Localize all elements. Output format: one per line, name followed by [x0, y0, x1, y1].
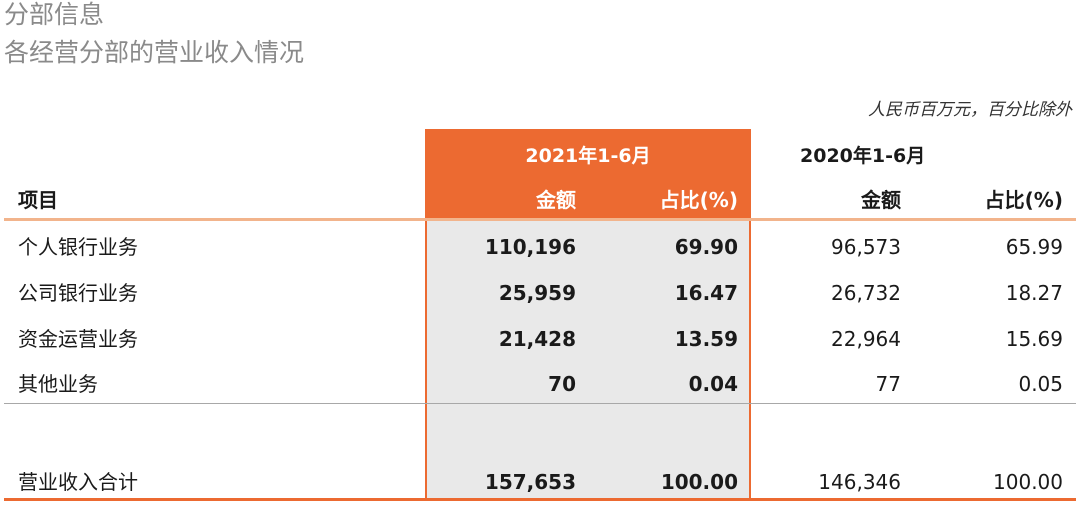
row-amount-2021: 110,196	[484, 235, 576, 259]
total-amount-2020: 146,346	[818, 470, 901, 494]
column-header-amount-2021: 金额	[536, 188, 576, 212]
total-pct-2021: 100.00	[660, 470, 738, 494]
row-pct-2020: 18.27	[1005, 281, 1063, 305]
header-divider	[4, 218, 1076, 221]
row-item-label: 个人银行业务	[18, 235, 138, 259]
row-pct-2020: 65.99	[1005, 235, 1063, 259]
row-amount-2021: 21,428	[498, 327, 576, 351]
row-pct-2021: 69.90	[674, 235, 738, 259]
section-subtitle: 各经营分部的营业收入情况	[4, 38, 305, 67]
row-pct-2021: 13.59	[674, 327, 738, 351]
column-header-pct-2020: 占比(%)	[984, 188, 1063, 212]
row-pct-2020: 15.69	[1005, 327, 1063, 351]
row-item-label: 其他业务	[18, 372, 98, 396]
period-header-2020: 2020年1-6月	[800, 145, 926, 167]
section-title: 分部信息	[4, 0, 105, 29]
bottom-divider	[4, 498, 1076, 501]
row-item-label: 公司银行业务	[18, 281, 138, 305]
row-pct-2021: 0.04	[688, 372, 738, 396]
row-pct-2021: 16.47	[674, 281, 738, 305]
row-amount-2021: 25,959	[498, 281, 576, 305]
column-header-pct-2021: 占比(%)	[659, 188, 738, 212]
row-amount-2020: 96,573	[831, 235, 901, 259]
column-header-amount-2020: 金额	[861, 188, 901, 212]
row-amount-2020: 22,964	[831, 327, 901, 351]
highlight-column-body	[425, 218, 751, 498]
total-item-label: 营业收入合计	[18, 470, 138, 494]
unit-note: 人民币百万元，百分比除外	[868, 100, 1072, 120]
row-amount-2020: 77	[875, 372, 901, 396]
subtotal-divider	[4, 403, 1076, 404]
column-header-item: 项目	[18, 188, 58, 212]
row-amount-2020: 26,732	[831, 281, 901, 305]
row-item-label: 资金运营业务	[18, 327, 138, 351]
highlight-column-header	[425, 129, 751, 218]
row-amount-2021: 70	[548, 372, 576, 396]
total-amount-2021: 157,653	[484, 470, 576, 494]
period-header-2021: 2021年1-6月	[525, 145, 651, 167]
total-pct-2020: 100.00	[993, 470, 1063, 494]
row-pct-2020: 0.05	[1018, 372, 1063, 396]
